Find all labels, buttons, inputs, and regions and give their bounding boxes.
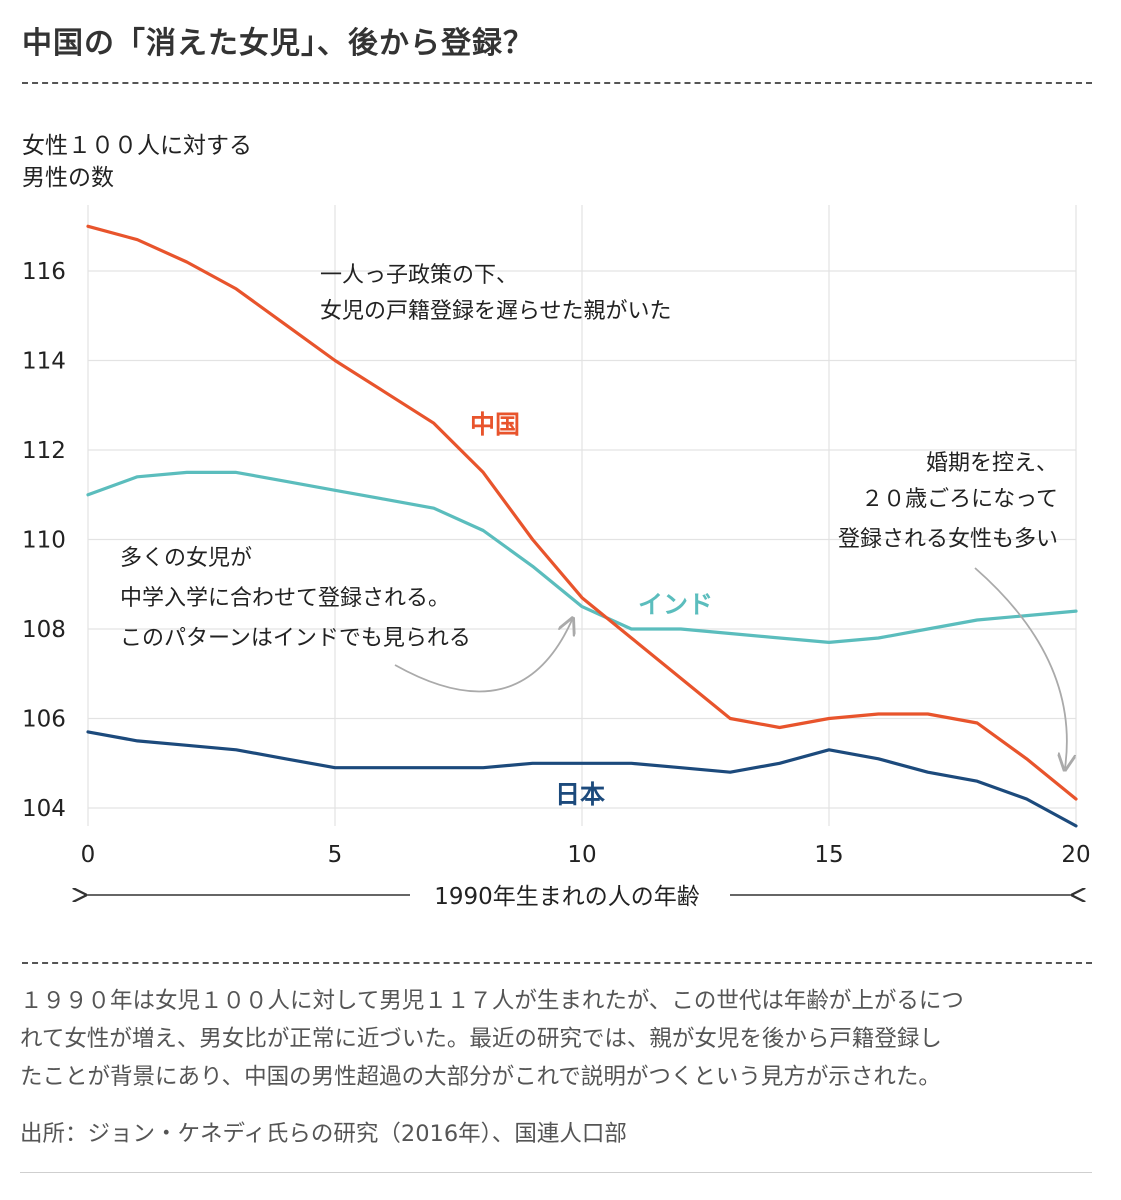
caption-divider: [22, 962, 1092, 964]
annotation-arrow: [974, 567, 1067, 768]
y-tick-label: 112: [22, 438, 66, 464]
top-divider: [22, 82, 1092, 84]
annotation-text: このパターンはインドでも見られる: [120, 626, 471, 651]
y-tick-label: 110: [22, 528, 66, 554]
x-tick-label: 20: [1061, 842, 1090, 868]
annotation-text: 多くの女児が: [120, 546, 252, 571]
x-axis-label: 1990年生まれの人の年齢: [434, 884, 700, 910]
x-tick-label: 5: [328, 842, 343, 868]
x-tick-label: 0: [81, 842, 96, 868]
series-line-china: [86, 224, 1078, 801]
page-title: 中国の「消えた女児」、後から登録？: [22, 26, 534, 61]
caption-line: １９９０年は女児１００人に対して男児１１７人が生まれたが、この世代は年齢が上がる…: [20, 988, 964, 1014]
annotation-text: 女児の戸籍登録を遅らせた親がいた: [320, 299, 672, 324]
annotation-text: 一人っ子政策の下、: [320, 263, 518, 288]
y-tick-label: 116: [22, 259, 66, 285]
caption-line: れて女性が増え、男女比が正常に近づいた。最近の研究では、親が女児を後から戸籍登録…: [20, 1026, 942, 1052]
x-tick-label: 10: [567, 842, 596, 868]
y-tick-label: 104: [22, 796, 66, 822]
source-note: 出所：ジョン・ケネディ氏らの研究（2016年）、国連人口部: [20, 1121, 627, 1147]
series-label-china: 中国: [470, 410, 520, 439]
caption-line: たことが背景にあり、中国の男性超過の大部分がこれで説明がつくという見方が示された…: [20, 1064, 941, 1090]
y-tick-label: 106: [22, 707, 66, 733]
series-line-india: [86, 470, 1078, 645]
series-label-india: インド: [638, 590, 713, 619]
y-axis-label-line: 男性の数: [22, 165, 114, 191]
y-axis-label: 女性１００人に対する 男性の数: [22, 130, 252, 194]
series-line-japan: [86, 730, 1078, 828]
series-label-japan: 日本: [555, 780, 605, 809]
y-tick-label: 114: [22, 349, 66, 375]
annotation-text: ２０歳ごろになって: [861, 487, 1058, 512]
caption: １９９０年は女児１００人に対して男児１１７人が生まれたが、この世代は年齢が上がる…: [20, 982, 1100, 1096]
annotation-text: 中学入学に合わせて登録される。: [120, 586, 450, 611]
x-tick-label: 15: [814, 842, 843, 868]
y-tick-label: 108: [22, 617, 66, 643]
annotation-text: 婚期を控え、: [926, 451, 1058, 476]
y-axis-label-line: 女性１００人に対する: [22, 133, 252, 159]
bottom-divider: [20, 1172, 1092, 1173]
annotation-text: 登録される女性も多い: [838, 527, 1058, 552]
annotation-arrow: [394, 620, 572, 693]
